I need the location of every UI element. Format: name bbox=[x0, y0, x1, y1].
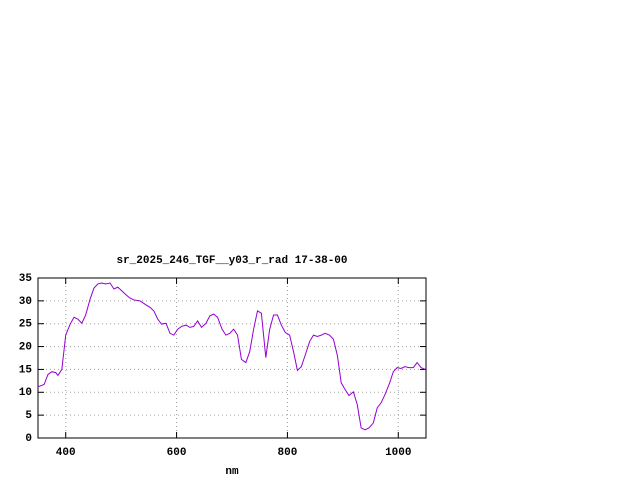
y-tick-label: 5 bbox=[25, 410, 32, 422]
x-tick-label: 600 bbox=[167, 447, 187, 459]
y-tick-label: 15 bbox=[19, 364, 33, 376]
x-tick-label: 800 bbox=[278, 447, 298, 459]
x-tick-label: 1000 bbox=[385, 447, 411, 459]
y-tick-label: 20 bbox=[19, 341, 32, 353]
chart-title: sr_2025_246_TGF__y03_r_rad 17-38-00 bbox=[116, 255, 347, 267]
x-tick-label: 400 bbox=[56, 447, 76, 459]
y-tick-label: 30 bbox=[19, 296, 32, 308]
y-tick-label: 0 bbox=[25, 433, 32, 445]
y-tick-label: 35 bbox=[19, 273, 33, 285]
plot-frame bbox=[37, 277, 427, 439]
data-line bbox=[37, 282, 426, 431]
y-tick-label: 10 bbox=[19, 387, 32, 399]
x-axis-label: nm bbox=[225, 466, 239, 478]
y-tick-label: 25 bbox=[19, 319, 33, 331]
